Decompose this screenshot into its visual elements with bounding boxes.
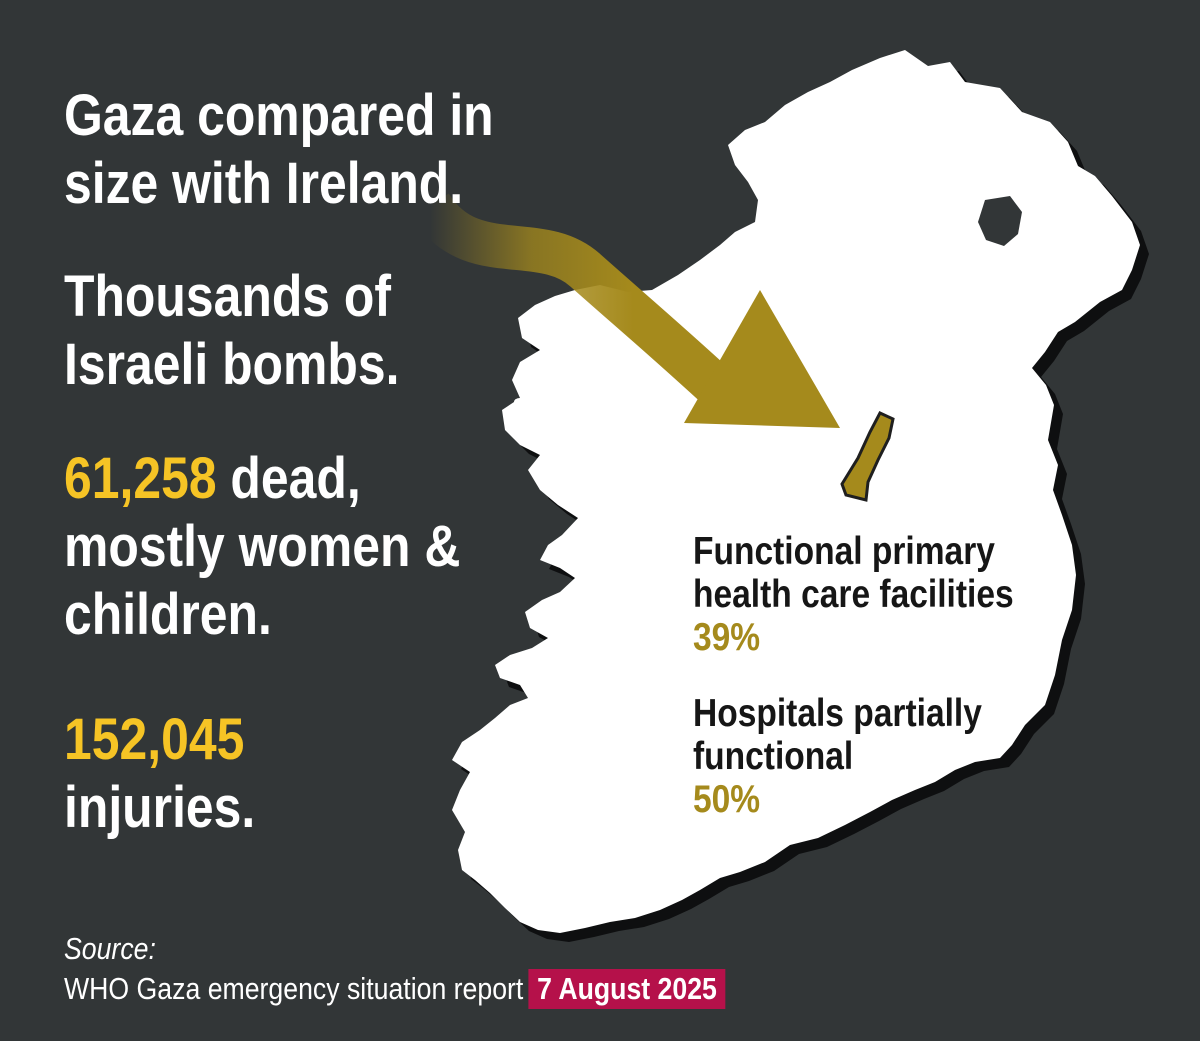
- stat-primary-health-care: Functional primary health care facilities…: [693, 530, 1066, 659]
- stat-label: functional: [693, 735, 854, 778]
- headline-line: children.: [64, 582, 272, 647]
- gaza-strip-icon: [840, 411, 895, 502]
- source-credit: Source: WHO Gaza emergency situation rep…: [64, 929, 833, 1009]
- stat-label: Functional primary: [693, 530, 995, 573]
- headline-dead: 61,258 dead, mostly women & children.: [64, 445, 525, 649]
- headline-line: injuries.: [64, 775, 256, 840]
- headline-bombs: Thousands of Israeli bombs.: [64, 263, 454, 399]
- stat-value: 39%: [693, 616, 761, 659]
- date-badge: 7 August 2025: [528, 969, 726, 1009]
- source-label: Source:: [64, 931, 156, 966]
- stat-label: Hospitals partially: [693, 692, 982, 735]
- headline-line: size with Ireland.: [64, 151, 464, 216]
- island-icon: [573, 565, 591, 575]
- headline-injuries: 152,045 injuries.: [64, 706, 286, 842]
- stat-label: health care facilities: [693, 573, 1014, 616]
- stat-hospitals: Hospitals partially functional 50%: [693, 692, 1029, 821]
- ireland-map-icon: [452, 50, 1140, 933]
- headline-line: dead,: [216, 446, 361, 511]
- injuries-count: 152,045: [64, 707, 245, 772]
- arrow-head-icon: [684, 290, 840, 428]
- dead-count: 61,258: [64, 446, 217, 511]
- headline-size-comparison: Gaza compared in size with Ireland.: [64, 82, 564, 218]
- island-icon: [514, 398, 526, 406]
- arrow-icon: [411, 192, 735, 407]
- headline-line: Gaza compared in: [64, 83, 494, 148]
- lake-icon: [978, 196, 1022, 246]
- stat-value: 50%: [693, 778, 761, 821]
- headline-line: Thousands of: [64, 264, 391, 329]
- source-text: WHO Gaza emergency situation report: [64, 971, 524, 1006]
- headline-line: Israeli bombs.: [64, 332, 400, 397]
- headline-line: mostly women &: [64, 514, 461, 579]
